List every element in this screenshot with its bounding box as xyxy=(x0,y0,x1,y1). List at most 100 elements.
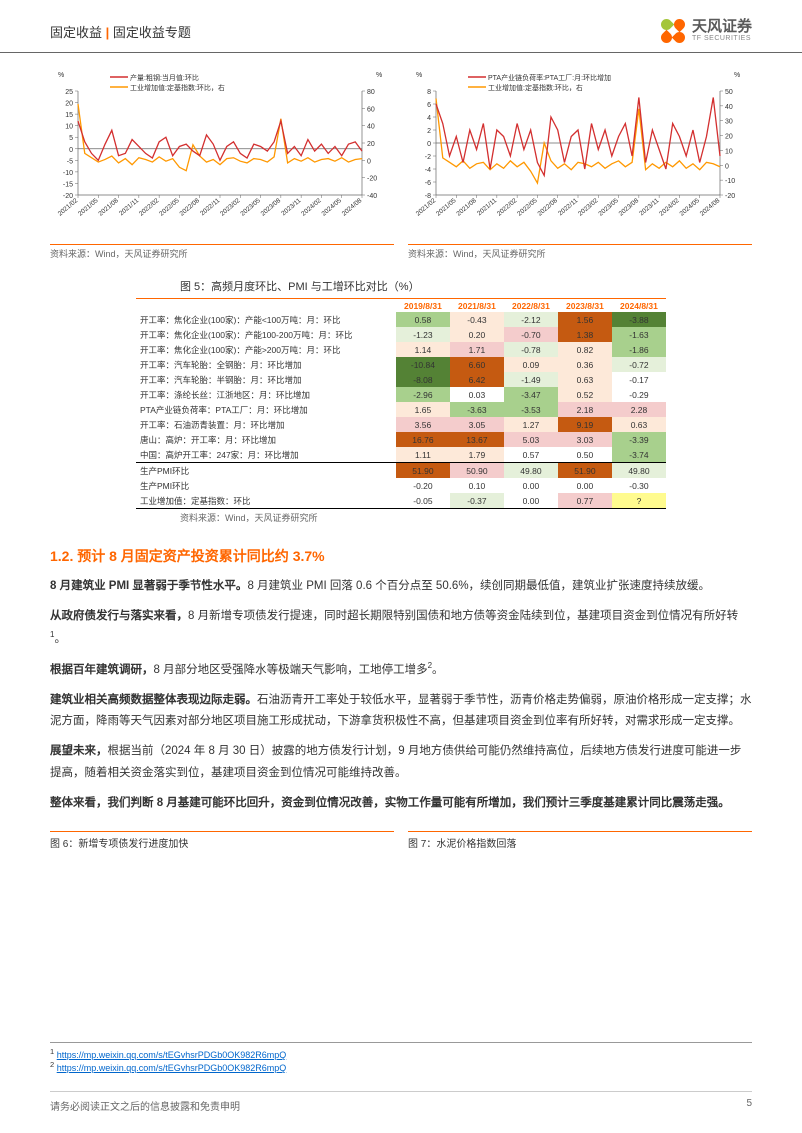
table-header xyxy=(136,299,396,313)
table-cell: 2.18 xyxy=(558,402,612,417)
chart-right-source: 资料来源：Wind，天风证券研究所 xyxy=(408,244,752,260)
chart-left: -20-15-10-50510152025%-40-20020406080%产量… xyxy=(50,67,394,260)
table-cell: 3.03 xyxy=(558,432,612,447)
table-cell: 0.63 xyxy=(612,417,666,432)
svg-text:50: 50 xyxy=(725,89,733,96)
footnote-link[interactable]: https://mp.weixin.qq.com/s/tEGvhsrPDGb0O… xyxy=(57,1050,287,1060)
table-cell: -3.88 xyxy=(612,312,666,327)
svg-text:-2: -2 xyxy=(425,154,431,161)
table-cell: -0.37 xyxy=(450,493,504,509)
svg-text:5: 5 xyxy=(69,135,73,142)
table-cell: -1.23 xyxy=(396,327,450,342)
table-row-label: 开工率：焦化企业(100家)：产能<100万吨：月：环比 xyxy=(136,312,396,327)
charts-row: -20-15-10-50510152025%-40-20020406080%产量… xyxy=(0,53,802,266)
svg-text:%: % xyxy=(58,72,64,79)
svg-text:-15: -15 xyxy=(63,181,73,188)
svg-text:0: 0 xyxy=(69,147,73,154)
table-cell: -3.74 xyxy=(612,447,666,463)
table-row-label: 开工率：石油沥青装置：月：环比增加 xyxy=(136,417,396,432)
table-cell: 16.76 xyxy=(396,432,450,447)
table-cell: 13.67 xyxy=(450,432,504,447)
table-cell: -0.78 xyxy=(504,342,558,357)
table-cell: 51.90 xyxy=(396,463,450,479)
svg-text:-4: -4 xyxy=(425,167,431,174)
chart-left-source: 资料来源：Wind，天风证券研究所 xyxy=(50,244,394,260)
svg-text:20: 20 xyxy=(725,134,733,141)
section-title: 1.2. 预计 8 月固定资产投资累计同比约 3.7% xyxy=(0,524,802,576)
table-row-label: 开工率：汽车轮胎：全钢胎：月：环比增加 xyxy=(136,357,396,372)
table-cell: 49.80 xyxy=(504,463,558,479)
table-cell: -0.20 xyxy=(396,478,450,493)
table-cell: 50.90 xyxy=(450,463,504,479)
table-cell: -0.29 xyxy=(612,387,666,402)
table-cell: 0.57 xyxy=(504,447,558,463)
table-cell: 51.90 xyxy=(558,463,612,479)
table-cell: 0.00 xyxy=(558,478,612,493)
svg-text:10: 10 xyxy=(65,124,73,131)
table-cell: -0.70 xyxy=(504,327,558,342)
table-row-label: PTA产业链负荷率：PTA工厂：月：环比增加 xyxy=(136,402,396,417)
table-cell: 1.14 xyxy=(396,342,450,357)
body-paragraph: 建筑业相关高频数据整体表现边际走弱。石油沥青开工率处于较低水平，显著弱于季节性，… xyxy=(50,690,752,733)
svg-text:-20: -20 xyxy=(725,193,735,200)
logo-icon xyxy=(660,18,686,44)
svg-text:40: 40 xyxy=(725,104,733,111)
table-cell: 1.27 xyxy=(504,417,558,432)
table-cell: -3.39 xyxy=(612,432,666,447)
fig-7-label: 图 7：水泥价格指数回落 xyxy=(408,831,752,850)
table-cell: 0.58 xyxy=(396,312,450,327)
company-logo: 天风证券 TF SECURITIES xyxy=(660,18,752,44)
table-cell: 6.60 xyxy=(450,357,504,372)
table-header: 2024/8/31 xyxy=(612,299,666,313)
table-cell: 1.65 xyxy=(396,402,450,417)
table-cell: -2.96 xyxy=(396,387,450,402)
table-row-label: 唐山：高炉：开工率：月：环比增加 xyxy=(136,432,396,447)
table-cell: 2.28 xyxy=(612,402,666,417)
table-row-label: 开工率：焦化企业(100家)：产能100-200万吨：月：环比 xyxy=(136,327,396,342)
table-cell: -0.72 xyxy=(612,357,666,372)
table-cell: 0.77 xyxy=(558,493,612,509)
footnote-link[interactable]: https://mp.weixin.qq.com/s/tEGvhsrPDGb0O… xyxy=(57,1063,287,1073)
logo-cn: 天风证券 xyxy=(692,19,752,36)
svg-text:20: 20 xyxy=(65,101,73,108)
svg-text:25: 25 xyxy=(65,89,73,96)
page-number: 5 xyxy=(746,1098,752,1113)
svg-text:20: 20 xyxy=(367,141,375,148)
table-cell: 1.56 xyxy=(558,312,612,327)
footnote: 1 https://mp.weixin.qq.com/s/tEGvhsrPDGb… xyxy=(50,1047,752,1060)
svg-text:15: 15 xyxy=(65,112,73,119)
table-cell: -1.49 xyxy=(504,372,558,387)
table-cell: 5.03 xyxy=(504,432,558,447)
table-row-label: 生产PMI环比 xyxy=(136,463,396,479)
table-cell: -1.63 xyxy=(612,327,666,342)
svg-text:30: 30 xyxy=(725,119,733,126)
footnote: 2 https://mp.weixin.qq.com/s/tEGvhsrPDGb… xyxy=(50,1060,752,1073)
table-cell: -0.17 xyxy=(612,372,666,387)
table-cell: 1.38 xyxy=(558,327,612,342)
table-row-label: 开工率：汽车轮胎：半钢胎：月：环比增加 xyxy=(136,372,396,387)
table-row-label: 开工率：焦化企业(100家)：产能>200万吨：月：环比 xyxy=(136,342,396,357)
svg-text:6: 6 xyxy=(427,102,431,109)
table-row-label: 开工率：涤纶长丝：江浙地区：月：环比增加 xyxy=(136,387,396,402)
svg-text:0: 0 xyxy=(367,158,371,165)
table-cell: -2.12 xyxy=(504,312,558,327)
table-cell: 3.05 xyxy=(450,417,504,432)
table-cell: 3.56 xyxy=(396,417,450,432)
svg-text:%: % xyxy=(376,72,382,79)
svg-text:80: 80 xyxy=(367,89,375,96)
body-paragraph: 8 月建筑业 PMI 显著弱于季节性水平。8 月建筑业 PMI 回落 0.6 个… xyxy=(50,576,752,597)
table-cell: 0.50 xyxy=(558,447,612,463)
svg-text:10: 10 xyxy=(725,148,733,155)
table-header: 2022/8/31 xyxy=(504,299,558,313)
svg-text:%: % xyxy=(416,72,422,79)
svg-text:4: 4 xyxy=(427,115,431,122)
table-cell: 0.63 xyxy=(558,372,612,387)
chart-right: -8-6-4-202468%-20-1001020304050%PTA产业链负荷… xyxy=(408,67,752,260)
svg-text:8: 8 xyxy=(427,89,431,96)
svg-text:0: 0 xyxy=(725,163,729,170)
table-cell: 0.52 xyxy=(558,387,612,402)
fig-6-label: 图 6：新增专项债发行进度加快 xyxy=(50,831,394,850)
table-cell: 0.20 xyxy=(450,327,504,342)
table-row-label: 生产PMI环比 xyxy=(136,478,396,493)
svg-text:60: 60 xyxy=(367,106,375,113)
